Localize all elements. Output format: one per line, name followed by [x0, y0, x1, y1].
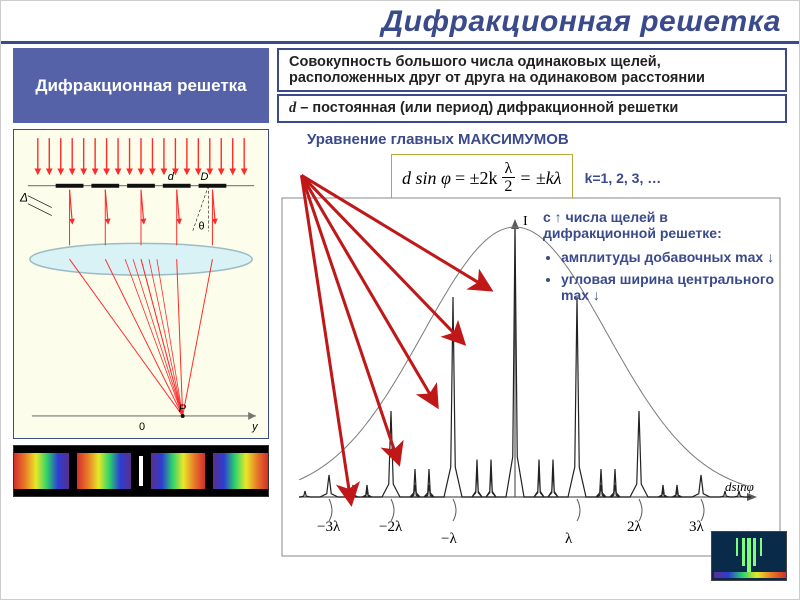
svg-text:D: D	[201, 171, 209, 183]
spectrum-left-2	[14, 453, 69, 489]
definition-label: Дифракционная решетка	[13, 48, 269, 123]
svg-text:y: y	[251, 421, 258, 433]
svg-text:0: 0	[139, 421, 145, 433]
eq-lhs: d sin φ	[402, 168, 451, 189]
title-bar: Дифракционная решетка	[1, 1, 799, 44]
slide: Дифракционная решетка Дифракционная реше…	[0, 0, 800, 600]
k-note: k=1, 2, 3, …	[585, 170, 662, 186]
grating-svg: Δd Dθ P 0 y	[14, 130, 268, 438]
central-slit	[139, 456, 143, 486]
svg-text:−3λ: −3λ	[317, 519, 341, 535]
spectra-photo	[13, 445, 269, 497]
spectrum-right-1	[151, 453, 206, 489]
equation-row: d sin φ = ±2k λ 2 = ±kλ k=1, 2, 3, …	[391, 154, 787, 202]
svg-text:−λ: −λ	[441, 531, 457, 547]
eq-frac-num: λ	[502, 161, 516, 178]
eq-rhs: = ±kλ	[519, 168, 561, 189]
definition-text-2: d – постоянная (или период) дифракционно…	[277, 94, 787, 123]
page-title: Дифракционная решетка	[1, 5, 781, 39]
bullet-1: амплитуды добавочных max ↓	[561, 249, 783, 265]
eq-frac-den: 2	[504, 178, 512, 195]
svg-text:d: d	[168, 171, 175, 183]
svg-text:3λ: 3λ	[689, 519, 705, 535]
svg-text:Δ: Δ	[19, 191, 28, 205]
equation-heading: Уравнение главных МАКСИМУМОВ	[307, 131, 787, 148]
bullet-lead: с ↑ числа щелей в дифракционной решетке:	[543, 209, 783, 241]
svg-text:I: I	[523, 214, 528, 229]
eq-pm2k: = ±2k	[455, 168, 498, 189]
svg-text:−2λ: −2λ	[379, 519, 403, 535]
bullet-2: угловая ширина центрального max ↓	[561, 271, 783, 303]
left-column: Δd Dθ P 0 y	[13, 129, 269, 497]
bullet-list: амплитуды добавочных max ↓ угловая ширин…	[561, 249, 783, 303]
spectrum-left-1	[77, 453, 132, 489]
svg-text:2λ: 2λ	[627, 519, 643, 535]
right-column: Уравнение главных МАКСИМУМОВ d sin φ = ±…	[281, 129, 787, 497]
definition-text-1: Совокупность большого числа одинаковых щ…	[277, 48, 787, 92]
mini-thumbnail	[711, 531, 787, 581]
svg-text:λ: λ	[565, 531, 573, 547]
mini-spectrum	[714, 572, 786, 578]
equation-box: d sin φ = ±2k λ 2 = ±kλ	[391, 154, 573, 202]
mini-bars	[719, 538, 779, 574]
svg-text:θ: θ	[199, 220, 205, 232]
definition-d-text: – постоянная (или период) дифракционной …	[300, 100, 678, 116]
content-row: Δd Dθ P 0 y Уравнение главных МАКСИМУМОВ d s…	[13, 129, 787, 497]
svg-text:P: P	[179, 403, 187, 415]
definition-row: Дифракционная решетка Совокупность больш…	[13, 48, 787, 123]
spectrum-right-2	[213, 453, 268, 489]
definition-right: Совокупность большого числа одинаковых щ…	[277, 48, 787, 123]
eq-fraction: λ 2	[502, 161, 516, 195]
bullet-block: с ↑ числа щелей в дифракционной решетке:…	[543, 209, 783, 309]
d-symbol: d	[289, 100, 296, 116]
grating-diagram: Δd Dθ P 0 y	[13, 129, 269, 439]
